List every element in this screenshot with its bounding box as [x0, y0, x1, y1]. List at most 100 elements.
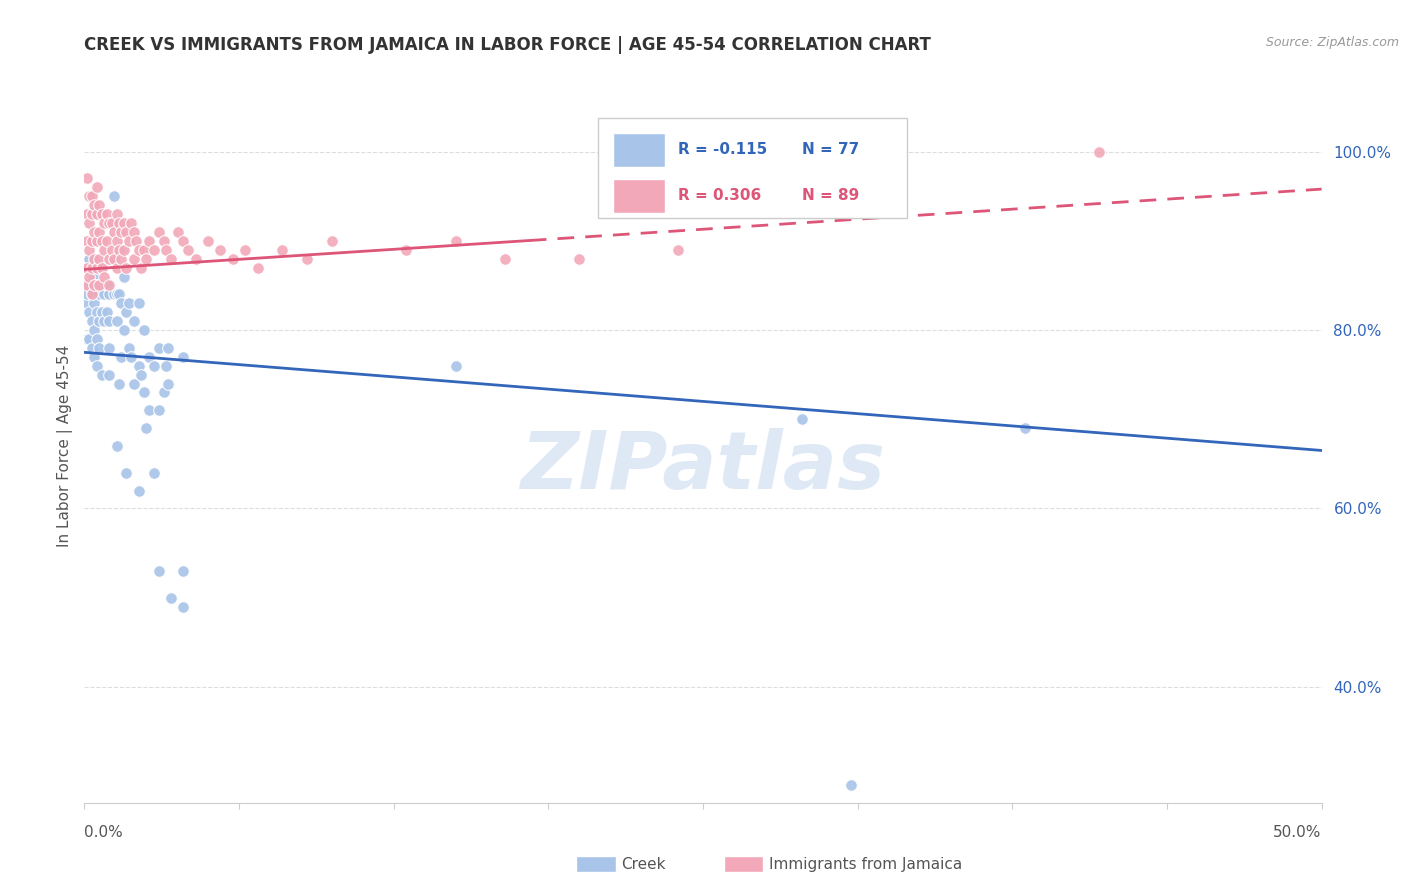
- Point: [209, 243, 232, 257]
- Point: [90, 368, 112, 382]
- Point: [167, 225, 190, 239]
- Point: [90, 278, 112, 293]
- Point: [76, 278, 98, 293]
- Point: [157, 376, 180, 391]
- Point: [125, 234, 148, 248]
- Point: [110, 350, 132, 364]
- Point: [105, 260, 128, 275]
- Point: [93, 269, 115, 284]
- Point: [155, 359, 177, 373]
- Point: [100, 243, 122, 257]
- Point: [76, 287, 98, 301]
- Point: [79, 269, 101, 284]
- Point: [105, 439, 128, 453]
- Point: [83, 278, 105, 293]
- Point: [118, 234, 141, 248]
- Point: [89, 278, 111, 293]
- Point: [142, 466, 165, 480]
- Point: [129, 368, 152, 382]
- Point: [110, 296, 132, 310]
- Point: [148, 225, 170, 239]
- Point: [80, 234, 103, 248]
- Point: [184, 252, 207, 266]
- Point: [79, 243, 101, 257]
- Point: [105, 207, 128, 221]
- Point: [89, 252, 111, 266]
- Point: [142, 243, 165, 257]
- Point: [128, 243, 150, 257]
- Point: [79, 278, 101, 293]
- Point: [89, 225, 111, 239]
- Point: [122, 252, 145, 266]
- Point: [122, 314, 145, 328]
- Point: [160, 252, 183, 266]
- Point: [148, 341, 170, 355]
- Point: [115, 466, 138, 480]
- Point: [132, 323, 155, 337]
- Point: [444, 234, 467, 248]
- Point: [177, 243, 200, 257]
- Point: [79, 216, 101, 230]
- Point: [83, 269, 105, 284]
- Point: [115, 260, 138, 275]
- Point: [138, 403, 160, 417]
- Point: [118, 296, 141, 310]
- FancyBboxPatch shape: [613, 133, 665, 167]
- Point: [93, 243, 115, 257]
- Point: [197, 234, 219, 248]
- Point: [98, 252, 121, 266]
- Point: [103, 252, 125, 266]
- Point: [86, 260, 108, 275]
- Point: [120, 350, 142, 364]
- Text: R = -0.115: R = -0.115: [678, 142, 768, 157]
- Point: [86, 278, 108, 293]
- Point: [1014, 421, 1036, 435]
- Point: [90, 207, 112, 221]
- Point: [90, 234, 112, 248]
- Point: [160, 591, 183, 605]
- Text: R = 0.306: R = 0.306: [678, 188, 762, 203]
- Point: [96, 278, 118, 293]
- Point: [93, 314, 115, 328]
- Point: [112, 269, 135, 284]
- Point: [110, 252, 132, 266]
- Point: [76, 260, 98, 275]
- Point: [80, 207, 103, 221]
- FancyBboxPatch shape: [598, 118, 907, 218]
- Point: [98, 216, 121, 230]
- Point: [132, 385, 155, 400]
- Point: [841, 778, 863, 792]
- Point: [568, 252, 591, 266]
- Point: [135, 421, 157, 435]
- Point: [103, 252, 125, 266]
- Point: [128, 359, 150, 373]
- Point: [90, 260, 112, 275]
- Point: [90, 305, 112, 319]
- Point: [172, 599, 194, 614]
- Point: [118, 341, 141, 355]
- Point: [79, 332, 101, 346]
- Point: [86, 180, 108, 194]
- Point: [98, 341, 121, 355]
- Point: [100, 216, 122, 230]
- Point: [80, 260, 103, 275]
- Point: [105, 287, 128, 301]
- Point: [122, 376, 145, 391]
- Point: [108, 243, 131, 257]
- Point: [76, 234, 98, 248]
- Point: [86, 207, 108, 221]
- Point: [172, 234, 194, 248]
- Point: [666, 243, 689, 257]
- Point: [246, 260, 269, 275]
- Point: [83, 323, 105, 337]
- Point: [112, 323, 135, 337]
- Text: 50.0%: 50.0%: [1274, 825, 1322, 840]
- Point: [93, 287, 115, 301]
- Point: [105, 234, 128, 248]
- Point: [172, 350, 194, 364]
- Point: [80, 314, 103, 328]
- Point: [122, 225, 145, 239]
- Point: [222, 252, 245, 266]
- Point: [155, 243, 177, 257]
- Point: [98, 368, 121, 382]
